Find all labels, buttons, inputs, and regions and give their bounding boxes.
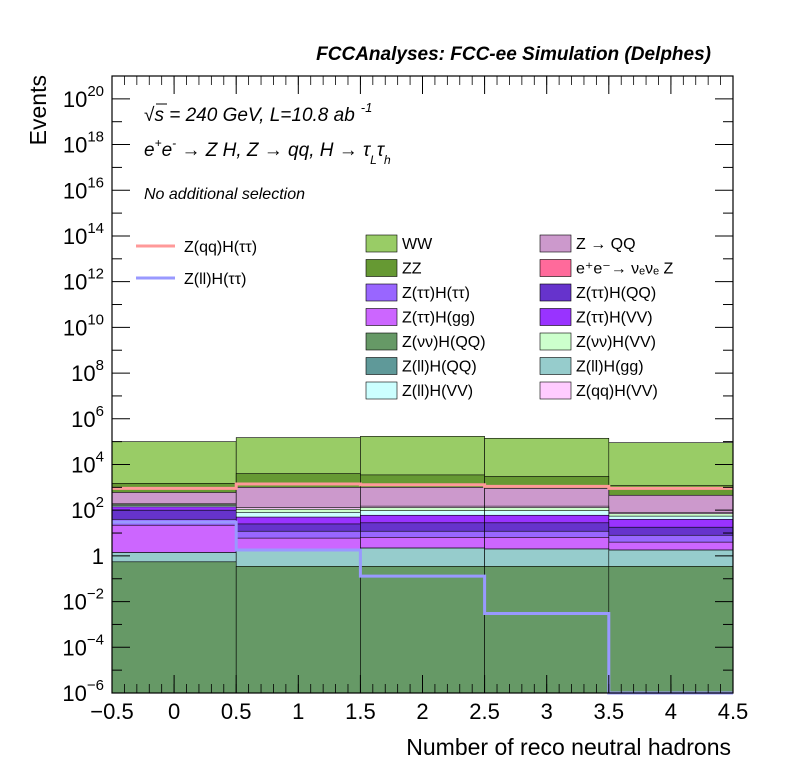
chart-title: FCCAnalyses: FCC-ee Simulation (Delphes) — [316, 44, 711, 65]
legend-label-Z(ττ)H(ττ): Z(ττ)H(ττ) — [402, 285, 470, 302]
legend-label-WW: WW — [402, 236, 433, 253]
legend-label-e⁺e⁻→ νₑνₑ Z: e⁺e⁻→ νₑνₑ Z — [576, 261, 673, 278]
legend-box-Z(ττ)H(gg) — [365, 308, 398, 326]
legend-box-Z(νν)H(QQ) — [365, 332, 398, 351]
y-tick-label: 10−2 — [62, 586, 104, 615]
legend-box-Z(ll)H(QQ) — [365, 357, 398, 375]
y-tick-label: 1014 — [63, 220, 104, 249]
legend-box-Z(ll)H(gg) — [539, 357, 572, 375]
x-tick-label: 2.5 — [469, 699, 500, 724]
legend-label-Z(ττ)H(VV): Z(ττ)H(VV) — [576, 310, 653, 327]
y-tick-label: 1016 — [63, 174, 104, 203]
y-tick-label: 1018 — [63, 129, 104, 158]
legend-box-Z(ττ)H(ττ) — [365, 283, 398, 302]
legend-label-Z(qq)H(VV): Z(qq)H(VV) — [576, 383, 658, 400]
legend-label-Z(νν)H(QQ): Z(νν)H(QQ) — [402, 334, 486, 351]
x-tick-label: 2 — [416, 699, 428, 724]
legend-box-Z(ll)H(VV) — [365, 381, 398, 400]
signal-line-Z(ll)H(ττ) — [112, 520, 733, 695]
x-tick-label: −0.5 — [90, 699, 133, 724]
legend-box-e⁺e⁻→ νₑνₑ Z — [539, 259, 572, 277]
x-tick-label: 4.5 — [718, 699, 749, 724]
stack-group — [111, 436, 734, 694]
bar-Z(νν)H(QQ) — [360, 566, 485, 694]
legend-box-Z(ττ)H(QQ) — [539, 283, 572, 302]
legend-label-Z(ll)H(VV): Z(ll)H(VV) — [402, 383, 473, 400]
y-tick-label: 1020 — [63, 83, 104, 112]
bar-Z(νν)H(QQ) — [111, 561, 237, 694]
y-tick-label: 10−4 — [62, 631, 104, 660]
x-axis-title: Number of reco neutral hadrons — [406, 734, 731, 760]
y-tick-label: 108 — [71, 357, 104, 386]
y-tick-label: 102 — [71, 494, 104, 523]
bar-Z(νν)H(QQ) — [608, 566, 734, 694]
legend-label-Z(ττ)H(gg): Z(ττ)H(gg) — [402, 310, 475, 327]
bar-Z(νν)H(QQ) — [235, 566, 361, 694]
x-tick-label: 1.5 — [345, 699, 376, 724]
annotation-process: e+e- → Z H, Z → qq, H → τLτh — [144, 136, 391, 167]
legend-label-Z(qq)H(ττ): Z(qq)H(ττ) — [184, 239, 257, 256]
legend-label-Z(ll)H(gg): Z(ll)H(gg) — [576, 359, 644, 376]
legend-label-Z → QQ: Z → QQ — [576, 236, 636, 253]
legend-box-Z(νν)H(VV) — [539, 332, 572, 351]
y-tick-label: 1012 — [63, 266, 104, 295]
legend-box-Z(ττ)H(VV) — [539, 308, 572, 326]
legend-box-ZZ — [365, 259, 398, 277]
legend-box-WW — [365, 234, 398, 253]
x-tick-label: 0.5 — [221, 699, 252, 724]
x-tick-label: 3.5 — [594, 699, 625, 724]
y-tick-label: 10−6 — [62, 677, 104, 706]
legend-label-Z(ll)H(ττ): Z(ll)H(ττ) — [184, 271, 246, 288]
y-tick-label: 104 — [71, 448, 104, 477]
y-tick-label: 1 — [92, 544, 104, 569]
legend-label-Z(ττ)H(QQ): Z(ττ)H(QQ) — [576, 285, 656, 302]
legend-label-ZZ: ZZ — [402, 261, 422, 278]
legend-box-Z(qq)H(VV) — [539, 381, 572, 400]
y-tick-label: 1010 — [63, 311, 104, 340]
x-tick-label: 0 — [168, 699, 180, 724]
bar-Z(νν)H(QQ) — [484, 566, 610, 694]
annotation-selection: No additional selection — [144, 186, 305, 203]
legend-label-Z(νν)H(VV): Z(νν)H(VV) — [576, 334, 656, 351]
x-tick-label: 4 — [665, 699, 677, 724]
signal-line-Z(qq)H(ττ) — [112, 482, 733, 490]
x-tick-label: 3 — [541, 699, 553, 724]
y-axis-title: Events — [25, 75, 51, 145]
y-tick-label: 106 — [71, 403, 104, 432]
x-tick-label: 1 — [292, 699, 304, 724]
legend-box-Z → QQ — [539, 234, 572, 253]
annotation-energy: √s = 240 GeV, L=10.8 ab -1 — [144, 100, 372, 126]
legend-label-Z(ll)H(QQ): Z(ll)H(QQ) — [402, 359, 477, 376]
